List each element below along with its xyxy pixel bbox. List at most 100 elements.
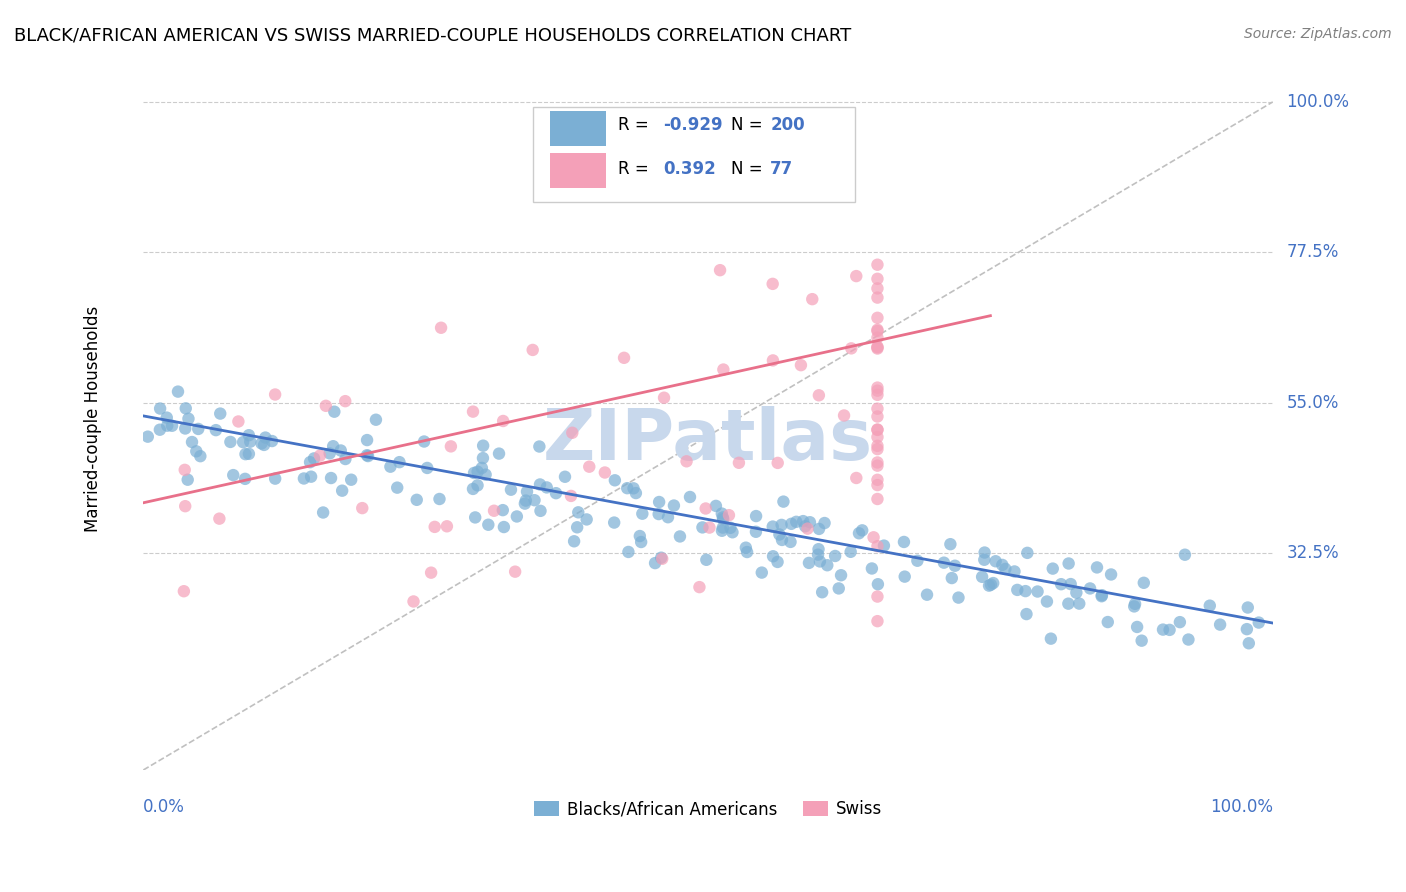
Text: 0.0%: 0.0% [143, 798, 186, 816]
Text: R =: R = [617, 116, 654, 135]
Point [1042, 561, 1064, 575]
Point [766, 456, 789, 470]
Point [567, 505, 589, 519]
Point [866, 430, 889, 444]
Point [808, 554, 831, 568]
Point [766, 555, 789, 569]
Point [1091, 589, 1114, 603]
Point [1014, 584, 1036, 599]
Point [848, 526, 870, 541]
Point [973, 553, 995, 567]
Text: Married-couple Households: Married-couple Households [83, 306, 101, 533]
Point [711, 362, 734, 376]
Point [515, 493, 537, 508]
Point [529, 440, 551, 454]
Point [173, 463, 195, 477]
Point [866, 388, 889, 402]
Point [181, 435, 204, 450]
Point [405, 492, 427, 507]
Point [208, 511, 231, 525]
Point [544, 486, 567, 500]
Point [149, 401, 172, 416]
Point [262, 434, 284, 448]
Point [941, 571, 963, 585]
Point [254, 431, 277, 445]
Point [866, 614, 889, 628]
Point [461, 404, 484, 418]
Point [710, 524, 733, 538]
Point [866, 331, 889, 345]
Point [862, 530, 884, 544]
Point [330, 483, 353, 498]
Point [292, 471, 315, 485]
Point [866, 539, 889, 553]
Point [219, 434, 242, 449]
Point [1085, 560, 1108, 574]
Point [482, 504, 505, 518]
Point [866, 590, 889, 604]
Point [156, 410, 179, 425]
Point [711, 520, 734, 534]
Point [160, 418, 183, 433]
Point [593, 466, 616, 480]
Point [1050, 577, 1073, 591]
Point [650, 550, 672, 565]
Point [356, 448, 378, 462]
Point [492, 414, 515, 428]
Point [652, 391, 675, 405]
Point [250, 436, 273, 450]
Text: 32.5%: 32.5% [1286, 544, 1339, 562]
FancyBboxPatch shape [533, 107, 855, 202]
Point [188, 449, 211, 463]
Point [233, 472, 256, 486]
Point [173, 584, 195, 599]
Point [440, 439, 463, 453]
Point [866, 324, 889, 338]
Point [984, 554, 1007, 568]
Point [174, 401, 197, 416]
Point [554, 469, 576, 483]
Point [1174, 548, 1197, 562]
Point [709, 263, 731, 277]
Point [477, 517, 499, 532]
Point [745, 524, 768, 539]
Point [264, 387, 287, 401]
Point [578, 459, 600, 474]
Point [388, 455, 411, 469]
Point [322, 439, 344, 453]
Point [1123, 599, 1146, 614]
Point [751, 566, 773, 580]
Point [335, 452, 357, 467]
Point [762, 277, 785, 291]
Point [562, 534, 585, 549]
Point [893, 535, 915, 549]
Point [1015, 607, 1038, 621]
Point [474, 467, 496, 482]
Point [813, 516, 835, 530]
Point [734, 541, 756, 555]
Point [651, 551, 673, 566]
Point [340, 473, 363, 487]
Point [522, 343, 544, 357]
Point [529, 477, 551, 491]
Point [792, 514, 814, 528]
Point [1247, 615, 1270, 630]
Point [364, 413, 387, 427]
Point [613, 351, 636, 365]
Point [416, 461, 439, 475]
Point [839, 545, 862, 559]
Point [309, 449, 332, 463]
Point [529, 504, 551, 518]
Point [1004, 565, 1026, 579]
Point [695, 501, 717, 516]
Text: 200: 200 [770, 116, 804, 135]
Point [235, 447, 257, 461]
Point [657, 510, 679, 524]
Point [318, 446, 340, 460]
Point [464, 510, 486, 524]
Point [315, 399, 337, 413]
Point [299, 469, 322, 483]
Point [357, 449, 380, 463]
Point [1097, 615, 1119, 629]
Point [851, 524, 873, 538]
